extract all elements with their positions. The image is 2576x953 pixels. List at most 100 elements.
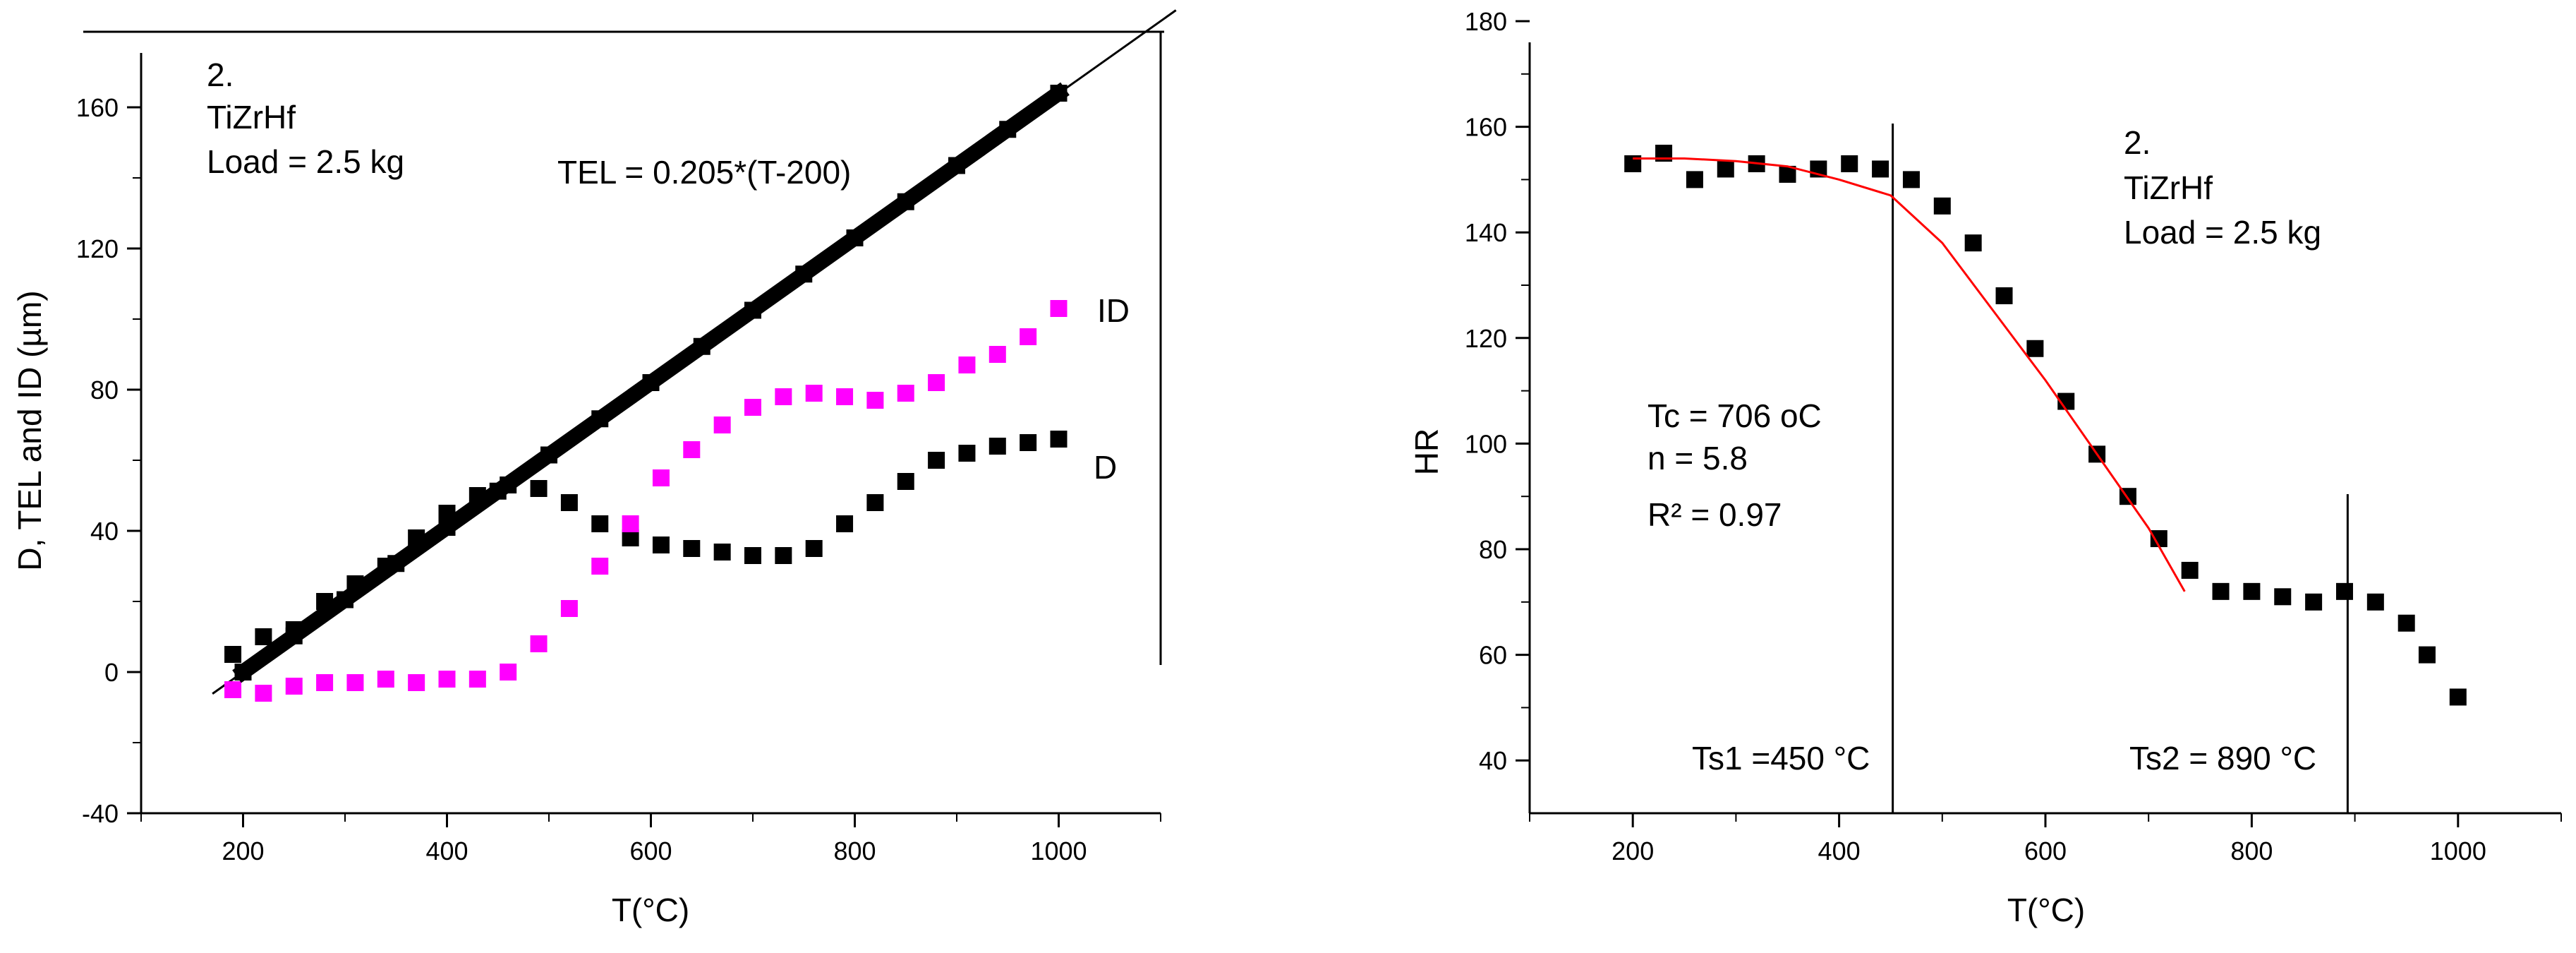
x-tick-label: 400 — [1818, 837, 1861, 865]
data-point-d — [866, 494, 884, 511]
data-point-hr — [2243, 582, 2261, 600]
annotation-tel-equation: TEL = 0.205*(T-200) — [557, 154, 851, 191]
data-point-hr — [1933, 197, 1951, 215]
x-tick-label: 800 — [833, 837, 876, 865]
data-point-hr — [1995, 287, 2013, 304]
data-point-tel — [234, 664, 252, 681]
data-point-id — [988, 346, 1006, 363]
series-label-id: ID — [1097, 292, 1130, 329]
data-point-hr — [2366, 593, 2384, 611]
data-point-hr — [2305, 593, 2323, 611]
annotation-load: Load = 2.5 kg — [2124, 214, 2321, 251]
annotation-ts1: Ts1 =450 °C — [1692, 740, 1870, 777]
data-series — [1624, 145, 2467, 706]
chart-right: 200 400 600 800 1000 40 60 80 100 120 140 160 180 T… — [1408, 7, 2562, 928]
annotation-sample-number: 2. — [2124, 124, 2151, 161]
data-point-tel — [744, 301, 761, 319]
data-point-tel — [846, 229, 864, 246]
data-point-hr — [1841, 155, 1858, 172]
data-point-id — [438, 671, 456, 688]
data-point-d — [805, 540, 823, 557]
data-point-d — [1020, 434, 1037, 451]
data-point-hr — [2212, 582, 2230, 600]
x-tick-label: 1000 — [2430, 837, 2486, 865]
data-point-id — [530, 635, 548, 652]
data-point-tel — [897, 193, 914, 210]
y-tick-label: -40 — [82, 799, 119, 828]
data-point-id — [744, 399, 761, 416]
chart-left: 200 400 600 800 1000 -40 0 40 80 120 160 T(°C) D,… — [11, 9, 1177, 928]
x-tick-label: 600 — [629, 837, 672, 865]
data-point-id — [408, 674, 425, 691]
x-tick-label: 200 — [222, 837, 264, 865]
data-point-id — [652, 469, 670, 486]
data-point-id — [255, 685, 272, 702]
data-point-hr — [2181, 561, 2199, 579]
annotation-tc: Tc = 706 oC — [1647, 397, 1822, 434]
data-point-d — [683, 540, 701, 557]
data-point-id — [316, 674, 334, 691]
data-point-hr — [1964, 234, 1982, 252]
data-point-hr — [2274, 588, 2292, 606]
y-tick-label: 180 — [1465, 7, 1507, 36]
data-point-hr — [2026, 340, 2044, 357]
data-point-hr — [1872, 160, 1889, 178]
data-point-id — [591, 558, 609, 575]
annotation-sample-number: 2. — [207, 56, 234, 93]
data-point-hr — [2397, 614, 2415, 632]
series-label-d: D — [1094, 449, 1117, 486]
annotation-r-squared: R² = 0.97 — [1647, 496, 1782, 533]
y-tick-label: 120 — [76, 234, 119, 263]
annotation-alloy: TiZrHf — [2124, 169, 2213, 206]
x-tick-label: 1000 — [1030, 837, 1087, 865]
y-tick-label: 60 — [1479, 641, 1507, 670]
annotation-ts2: Ts2 = 890 °C — [2129, 740, 2316, 777]
y-tick-label: 140 — [1465, 218, 1507, 247]
y-tick-label: 80 — [90, 376, 119, 404]
data-point-d — [928, 452, 945, 469]
y-tick-label: 160 — [76, 93, 119, 122]
data-point-d — [775, 547, 792, 564]
data-point-hr — [2418, 646, 2436, 664]
data-point-tel — [1050, 85, 1068, 102]
data-point-id — [775, 388, 792, 405]
data-point-tel — [795, 265, 813, 283]
data-point-d — [530, 480, 548, 497]
fit-curve — [1633, 157, 2186, 592]
data-point-id — [500, 664, 517, 681]
data-point-id — [468, 671, 486, 688]
data-point-hr — [1717, 160, 1734, 178]
data-point-d — [744, 547, 761, 564]
data-point-d — [988, 438, 1006, 455]
data-point-id — [897, 385, 914, 402]
x-tick-label: 400 — [425, 837, 468, 865]
data-point-d — [255, 628, 272, 645]
data-point-d — [897, 473, 914, 490]
data-point-d — [560, 494, 578, 511]
data-point-tel — [489, 482, 507, 500]
data-point-tel — [948, 157, 965, 174]
data-point-tel — [387, 555, 405, 573]
reference-lines — [1892, 124, 2349, 813]
x-ticks: 200 400 600 800 1000 — [140, 813, 1161, 865]
data-point-id — [622, 515, 639, 532]
data-point-id — [958, 356, 976, 373]
y-tick-label: 40 — [90, 517, 119, 546]
x-axis-title: T(°C) — [2007, 892, 2085, 928]
data-point-id — [285, 678, 303, 695]
data-point-hr — [2449, 688, 2467, 706]
data-point-tel — [591, 410, 609, 428]
data-point-hr — [1902, 171, 1920, 188]
data-point-d — [836, 515, 854, 532]
data-point-id — [713, 416, 731, 433]
data-point-tel — [337, 591, 353, 609]
x-tick-label: 200 — [1611, 837, 1654, 865]
data-point-d — [958, 445, 976, 462]
data-point-tel — [540, 446, 557, 464]
data-point-tel — [693, 337, 710, 355]
data-point-id — [1020, 328, 1037, 345]
data-point-id — [346, 674, 364, 691]
y-tick-label: 80 — [1479, 535, 1507, 564]
annotation-n: n = 5.8 — [1647, 440, 1748, 476]
